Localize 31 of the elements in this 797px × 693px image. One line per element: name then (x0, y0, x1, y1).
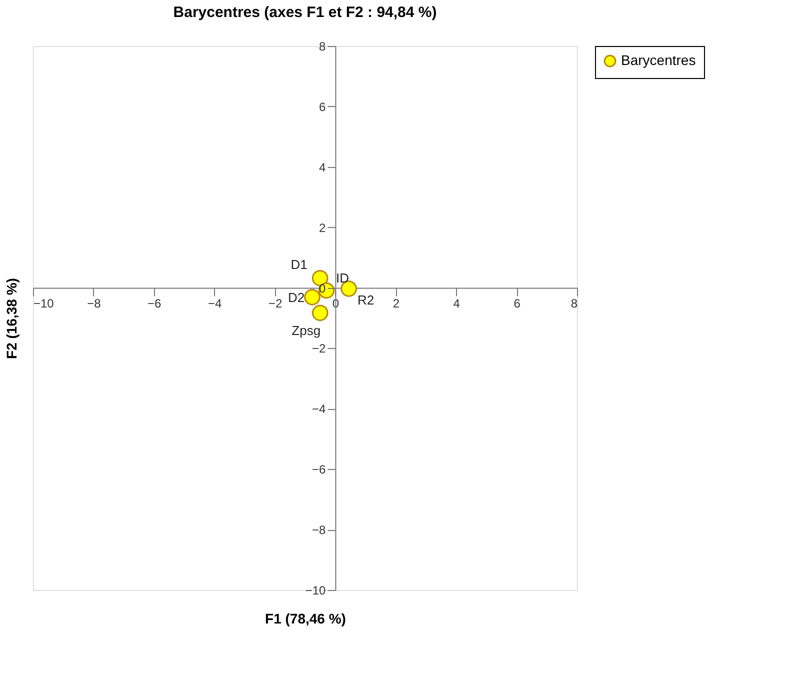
y-tick-label: 0 (319, 281, 326, 296)
y-tick-label: −8 (312, 523, 326, 538)
point (312, 304, 328, 322)
x-tick-label: 6 (514, 296, 521, 310)
annotation: D1 (290, 257, 308, 272)
annotation: Zpsg (292, 322, 321, 338)
x-tick-label: −6 (148, 296, 162, 310)
x-tick-label: 4 (453, 296, 460, 310)
y-axis-title: F2 (16,38 %) (4, 278, 20, 359)
legend-label: Barycentres (621, 52, 696, 68)
y-tick-label: −2 (312, 342, 326, 356)
y-tick-label: −6 (312, 462, 326, 477)
y-tick-label: −4 (312, 402, 326, 416)
y-tick-label: 4 (319, 160, 326, 174)
y-tick-label: −10 (305, 584, 326, 598)
x-tick-label: 2 (392, 296, 400, 310)
x-tick-label: 8 (570, 296, 578, 310)
x-tick-label: −10 (34, 296, 54, 310)
annotation: ID (336, 270, 349, 286)
annotation: D2 (288, 290, 305, 306)
annotation: R2 (358, 292, 374, 308)
point (304, 288, 320, 306)
y-tick-label: 8 (319, 40, 326, 54)
x-tick-label: −2 (268, 296, 282, 310)
x-axis-title: F1 (78,46 %) (265, 610, 346, 626)
y-tick-label: 2 (319, 220, 326, 235)
point (340, 280, 357, 297)
x-tick-label: −4 (208, 296, 222, 310)
chart-title: Barycentres (axes F1 et F2 : 94,84 %) (173, 4, 437, 21)
y-tick-label: 6 (319, 100, 326, 114)
x-tick-label: −8 (87, 296, 102, 310)
